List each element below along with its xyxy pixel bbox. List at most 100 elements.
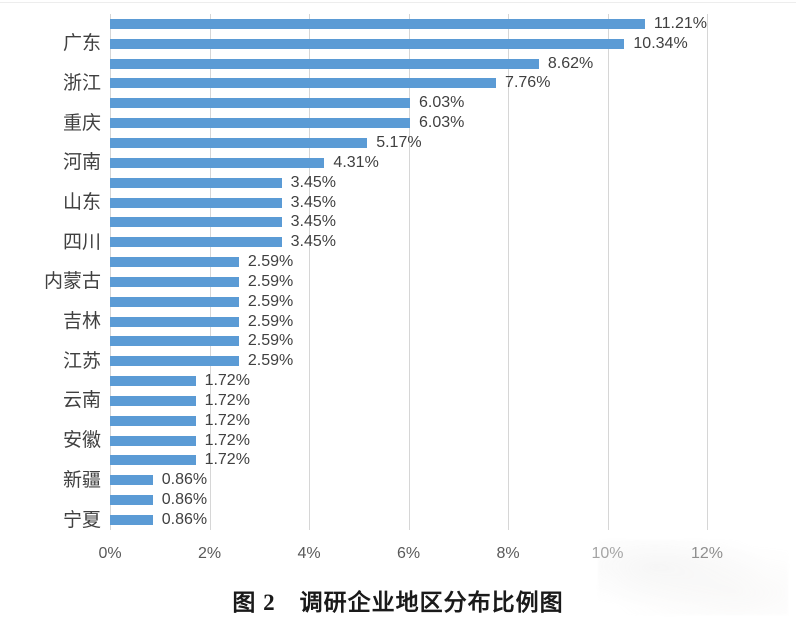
bar-row: 吉林 2.59% [63, 312, 707, 332]
bar-row: 安徽 1.72% [63, 431, 707, 451]
bar-rows: 11.21% 广东 10.34% 8.62% 浙江 7.76% 6.03% 重庆 6.03% 5.… [44, 14, 707, 530]
bar [110, 316, 239, 327]
bar-row: 2.59% [110, 252, 707, 272]
category-label: 广东 [62, 33, 101, 55]
x-tick-label: 6% [396, 545, 421, 562]
x-tick-label: 2% [197, 545, 222, 562]
bar [110, 58, 539, 69]
value-label: 5.17% [376, 133, 422, 151]
value-label: 3.45% [290, 193, 336, 211]
category-label: 新疆 [62, 469, 101, 491]
value-label: 6.03% [418, 114, 465, 132]
value-label: 0.86% [161, 491, 208, 509]
gridline [309, 14, 310, 530]
category-label: 内蒙古 [43, 271, 101, 293]
bar [110, 356, 239, 367]
plot-area: 11.21% 广东 10.34% 8.62% 浙江 7.76% 6.03% 重庆 6.03% 5.… [44, 14, 708, 530]
x-axis: 0% 2% 4% 6% 8% 10% 12% [98, 544, 723, 566]
bar-row: 江苏 2.59% [63, 351, 707, 371]
bar-row: 3.45% [110, 212, 707, 232]
bar-row: 5.17% [110, 133, 707, 153]
value-label: 1.72% [204, 431, 250, 449]
gridline [110, 14, 111, 530]
region-distribution-bar-chart: 11.21% 广东 10.34% 8.62% 浙江 7.76% 6.03% 重庆 6.03% 5.… [44, 14, 788, 615]
photo-edge-line [0, 2, 796, 3]
value-label: 2.59% [247, 292, 294, 310]
value-label: 1.72% [204, 411, 250, 429]
bar [110, 475, 153, 486]
value-label: 2.59% [247, 312, 294, 330]
bar [110, 237, 282, 248]
category-label: 四川 [62, 231, 101, 253]
category-label: 云南 [62, 390, 101, 412]
bar [110, 217, 282, 228]
gridline [209, 14, 211, 530]
bar-row: 1.72% [110, 451, 707, 471]
bar-row: 1.72% [110, 411, 707, 431]
value-label: 0.86% [161, 471, 208, 489]
bar [110, 415, 196, 426]
bar [110, 435, 196, 446]
bar [110, 197, 282, 208]
category-label: 安徽 [62, 430, 101, 452]
value-label: 3.45% [290, 233, 336, 251]
category-label: 重庆 [62, 112, 101, 134]
bar-row: 宁夏 0.86% [63, 510, 707, 530]
value-label: 2.59% [247, 352, 294, 370]
bar-row: 河南 4.31% [63, 153, 707, 173]
bar-row: 11.21% [110, 14, 707, 34]
gridlines [110, 14, 708, 530]
bar-row: 重庆 6.03% [63, 113, 707, 133]
figure-caption: 图 2 调研企业地区分布比例图 [232, 590, 564, 615]
bar [110, 395, 196, 406]
bar [110, 276, 239, 287]
bar [110, 376, 196, 387]
x-tick-label: 8% [496, 545, 520, 562]
category-label: 山东 [62, 192, 101, 214]
value-label: 10.34% [633, 34, 688, 52]
bar [110, 336, 239, 347]
value-label: 3.45% [290, 213, 336, 231]
bar [110, 495, 153, 506]
bar-row: 6.03% [110, 93, 707, 113]
bar-row: 云南 1.72% [63, 391, 707, 411]
category-label: 江苏 [62, 350, 101, 372]
bar [110, 455, 196, 466]
bar-row: 四川 3.45% [63, 232, 707, 252]
bar [110, 78, 497, 89]
value-label: 4.31% [333, 153, 379, 171]
bar [110, 118, 410, 129]
gridline [508, 14, 509, 530]
value-label: 1.72% [204, 391, 250, 409]
category-label: 河南 [62, 152, 101, 174]
gridline [607, 14, 609, 530]
x-tick-label: 0% [98, 545, 122, 562]
x-tick-label: 12% [690, 545, 724, 562]
value-label: 1.72% [204, 451, 250, 469]
bar [110, 515, 153, 526]
value-label: 1.72% [204, 372, 250, 390]
category-label: 吉林 [62, 311, 101, 333]
bar-row: 1.72% [110, 371, 707, 391]
category-label: 宁夏 [62, 509, 101, 531]
bar [110, 18, 645, 29]
value-label: 3.45% [290, 173, 336, 191]
bar-row: 内蒙古 2.59% [44, 272, 707, 292]
value-label: 6.03% [418, 94, 465, 112]
value-label: 0.86% [161, 511, 208, 529]
bar [110, 38, 625, 49]
value-label: 7.76% [505, 74, 551, 92]
bar-row: 8.62% [110, 54, 707, 74]
bar [110, 296, 239, 307]
bar-row: 0.86% [110, 490, 707, 510]
value-label: 2.59% [247, 253, 294, 271]
x-tick-label: 4% [297, 545, 321, 562]
category-label: 浙江 [62, 72, 101, 94]
bar-row: 广东 10.34% [63, 34, 707, 54]
value-label: 2.59% [247, 332, 294, 350]
value-label: 11.21% [653, 14, 707, 32]
bar [110, 98, 410, 109]
bar-row: 新疆 0.86% [63, 470, 707, 490]
gridline [408, 14, 410, 530]
